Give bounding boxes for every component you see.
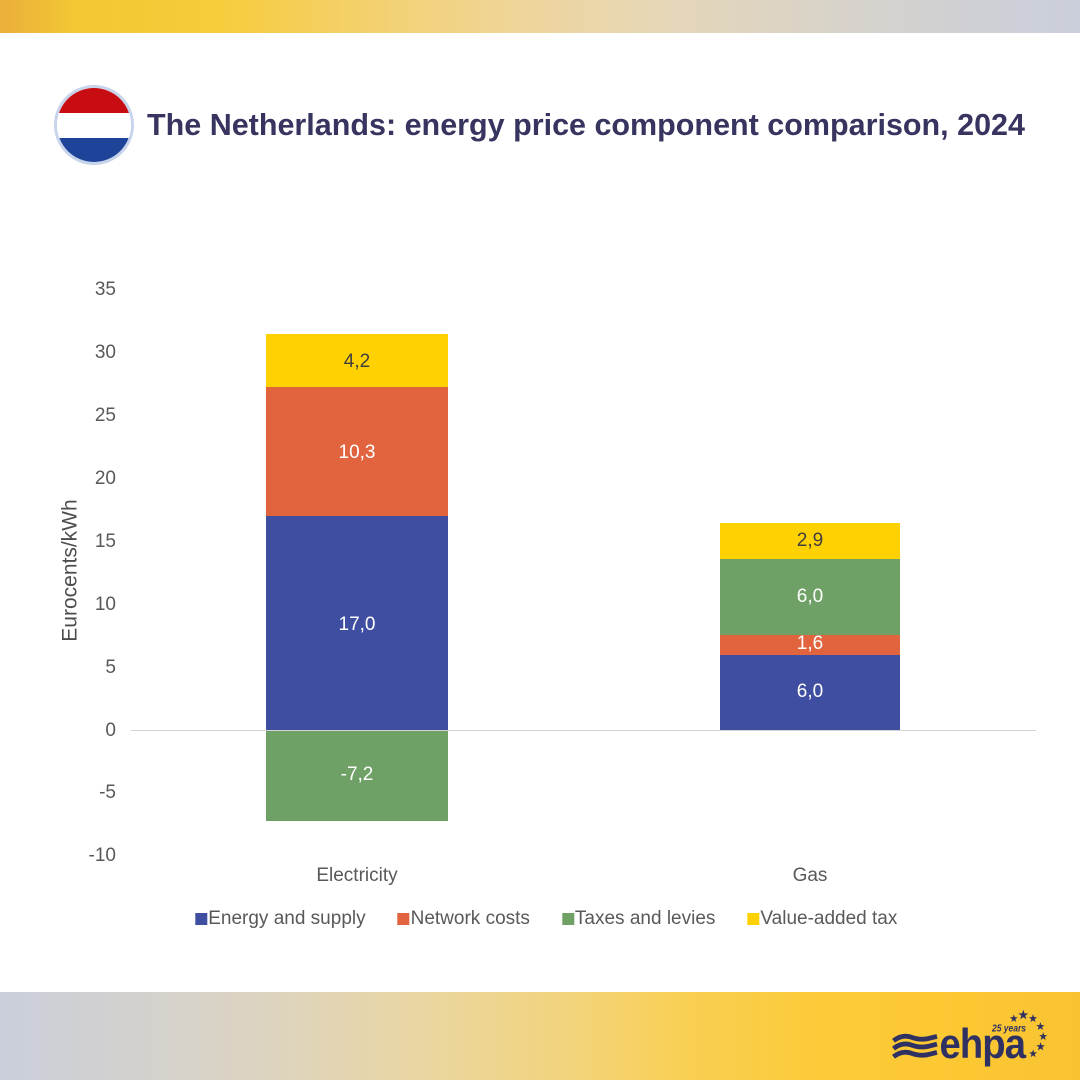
svg-text:ehpa: ehpa: [940, 1020, 1027, 1067]
svg-text:25 years: 25 years: [991, 1023, 1026, 1034]
